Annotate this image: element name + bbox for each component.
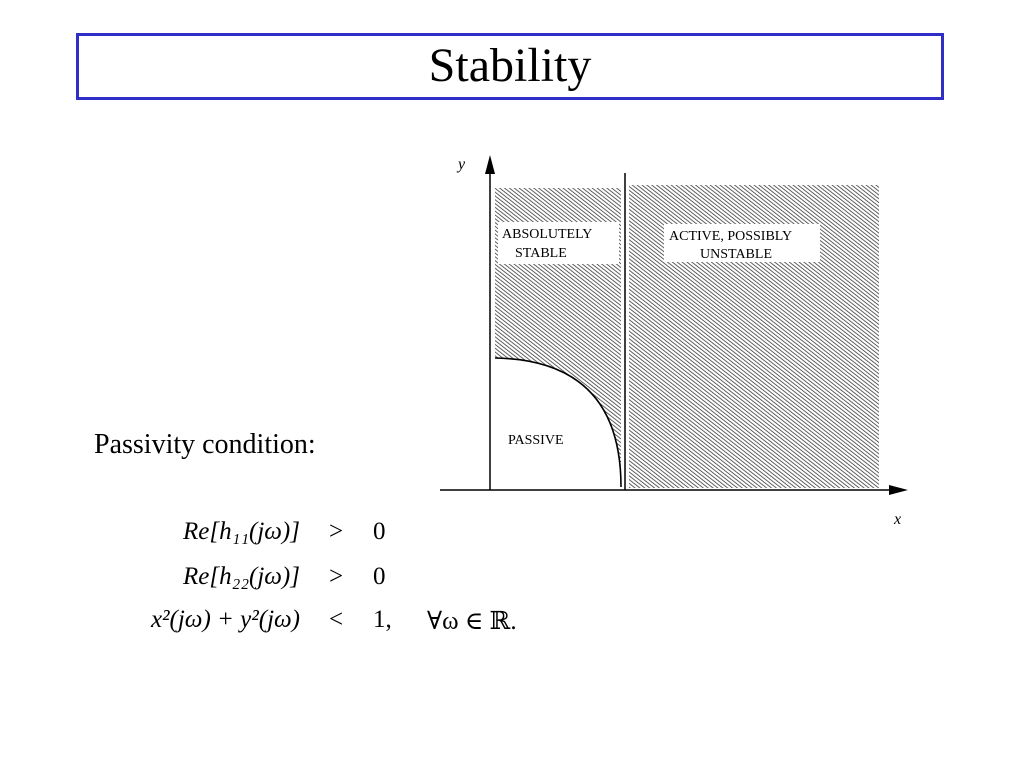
absolutely-stable-label-line2: STABLE — [515, 246, 567, 261]
equation-operator: > — [329, 518, 344, 545]
equation-rhs: 0 — [373, 563, 386, 590]
absolutely-stable-label-line1: ABSOLUTELY — [502, 227, 592, 242]
title-box: Stability — [76, 33, 944, 100]
y-axis-arrowhead — [485, 155, 495, 174]
passivity-condition-label: Passivity condition: — [94, 429, 316, 460]
equation-lhs: Re[h₂₂(jω)] — [183, 563, 300, 590]
equation-row: Re[h₁₁(jω)] > 0 — [0, 518, 1024, 552]
slide-title: Stability — [428, 38, 592, 92]
active-label-line1: ACTIVE, POSSIBLY — [669, 229, 792, 244]
passive-region — [495, 358, 621, 487]
equation-row: Re[h₂₂(jω)] > 0 — [0, 563, 1024, 597]
equation-rhs: 1, — [373, 606, 392, 633]
equation-operator: > — [329, 563, 344, 590]
x-axis-arrowhead — [889, 485, 908, 495]
active-label-line2: UNSTABLE — [700, 247, 772, 262]
equation-rhs: 0 — [373, 518, 386, 545]
passive-label: PASSIVE — [508, 433, 564, 448]
equation-row: x²(jω) + y²(jω) < 1, ∀ω ∈ ℝ. — [0, 606, 1024, 640]
equation-lhs: Re[h₁₁(jω)] — [183, 518, 300, 545]
y-axis-label: y — [456, 156, 466, 173]
equation-quantifier: ∀ω ∈ ℝ. — [427, 608, 517, 635]
active-label-bg — [664, 224, 820, 262]
passive-boundary-curve — [494, 357, 622, 488]
equation-operator: < — [329, 606, 344, 633]
equation-lhs: x²(jω) + y²(jω) — [150, 606, 300, 633]
absolutely-stable-label-bg — [498, 222, 619, 264]
x-axis-label: x — [893, 511, 901, 528]
